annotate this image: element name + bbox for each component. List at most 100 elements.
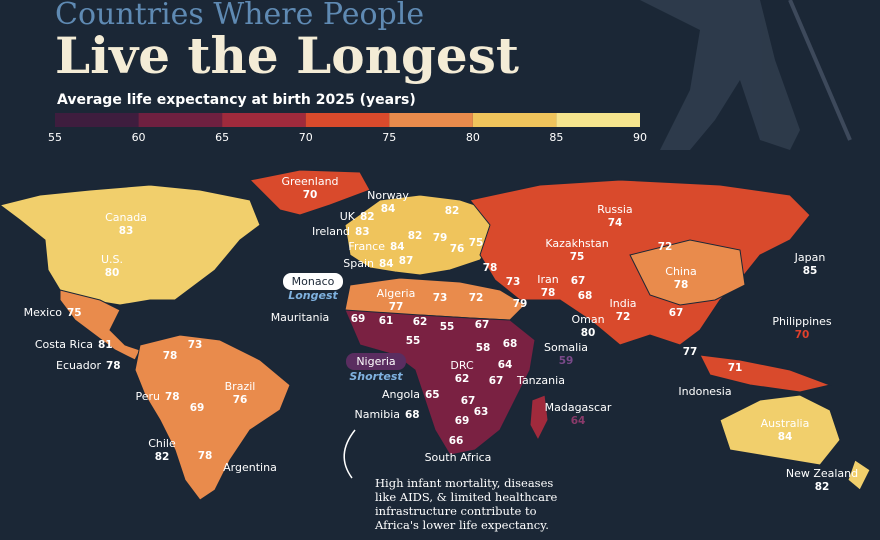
country-value: 79 bbox=[433, 232, 448, 244]
country-value: 70 bbox=[795, 329, 810, 341]
country-value: 66 bbox=[449, 435, 464, 447]
china bbox=[629, 239, 746, 306]
country-value: 75 bbox=[469, 237, 484, 249]
country-value: 55 bbox=[406, 335, 421, 347]
country-value: 64 bbox=[571, 415, 586, 427]
country-value: 82 bbox=[408, 230, 423, 242]
country-value: 82 bbox=[360, 211, 375, 223]
scale-tick-label: 70 bbox=[299, 131, 313, 144]
country-value: 83 bbox=[355, 226, 370, 238]
country-value: 83 bbox=[119, 225, 134, 237]
country-value: 67 bbox=[669, 307, 684, 319]
country-name: Japan bbox=[794, 251, 826, 264]
country-value: 67 bbox=[475, 319, 490, 331]
country-value: 59 bbox=[559, 355, 574, 367]
country-value: 77 bbox=[683, 346, 698, 358]
australia bbox=[719, 394, 841, 466]
madagascar bbox=[529, 394, 549, 442]
country-value: 82 bbox=[155, 451, 170, 463]
country-value: 70 bbox=[303, 189, 318, 201]
country-value: 69 bbox=[351, 313, 366, 325]
scale-segment bbox=[556, 113, 640, 127]
country-value: 77 bbox=[389, 301, 404, 313]
country-name: Canada bbox=[105, 211, 147, 224]
country-value: 73 bbox=[506, 276, 521, 288]
greenland bbox=[248, 169, 371, 216]
scale-tick-label: 90 bbox=[633, 131, 647, 144]
country-name: Brazil bbox=[225, 380, 256, 393]
country-name: India bbox=[610, 297, 637, 310]
country-name: Philippines bbox=[772, 315, 832, 328]
scale-segment bbox=[222, 113, 306, 127]
country-value: 67 bbox=[571, 275, 586, 287]
subtitle: Average life expectancy at birth 2025 (y… bbox=[57, 92, 416, 108]
country-value: 84 bbox=[381, 203, 396, 215]
country-value: 80 bbox=[105, 267, 120, 279]
country-value: 84 bbox=[778, 431, 793, 443]
longest-callout: Monaco Longest bbox=[283, 273, 343, 302]
southeast-asia bbox=[699, 354, 832, 393]
country-name: UK bbox=[340, 210, 356, 223]
title-line-2: Live the Longest bbox=[55, 26, 519, 85]
country-value: 72 bbox=[658, 241, 673, 253]
callout-tag: Longest bbox=[288, 289, 338, 302]
south-america bbox=[134, 334, 291, 501]
country-name: Peru bbox=[135, 390, 160, 403]
country-value: 62 bbox=[455, 373, 470, 385]
country-value: 71 bbox=[728, 362, 743, 374]
country-name: Algeria bbox=[377, 287, 416, 300]
scale-tick-label: 75 bbox=[382, 131, 396, 144]
note-line: like AIDS, & limited healthcare bbox=[375, 490, 557, 504]
note-line: Africa's lower life expectancy. bbox=[374, 518, 549, 532]
country-value: 74 bbox=[608, 217, 623, 229]
country-value: 73 bbox=[188, 339, 203, 351]
country-name: U.S. bbox=[101, 253, 123, 266]
callout-tag: Shortest bbox=[349, 370, 403, 383]
country-name: Russia bbox=[597, 203, 632, 216]
country-name: Spain bbox=[343, 257, 374, 270]
country-value: 76 bbox=[450, 243, 465, 255]
country-name: Somalia bbox=[544, 341, 588, 354]
country-value: 73 bbox=[433, 292, 448, 304]
country-value: 55 bbox=[440, 321, 455, 333]
country-name: South Africa bbox=[425, 451, 492, 464]
country-name: Indonesia bbox=[678, 385, 731, 398]
country-name: Ecuador bbox=[56, 359, 101, 372]
scale-segment bbox=[55, 113, 139, 127]
country-value: 81 bbox=[98, 339, 113, 351]
shortest-callout: Nigeria Shortest bbox=[346, 353, 406, 383]
country-name: Namibia bbox=[354, 408, 400, 421]
country-value: 84 bbox=[379, 258, 394, 270]
scale-tick-label: 80 bbox=[466, 131, 480, 144]
country-value: 78 bbox=[165, 391, 180, 403]
country-value: 75 bbox=[67, 307, 82, 319]
country-name: Iran bbox=[537, 273, 559, 286]
country-value: 69 bbox=[455, 415, 470, 427]
country-name: China bbox=[665, 265, 696, 278]
country-name: Mauritania bbox=[271, 311, 330, 324]
note-line: infrastructure contribute to bbox=[375, 504, 537, 518]
scale-segment bbox=[138, 113, 223, 127]
country-name: Mexico bbox=[24, 306, 63, 319]
country-value: 75 bbox=[570, 251, 585, 263]
country-name: Madagascar bbox=[545, 401, 612, 414]
color-scale: 55 60 65 70 75 80 85 90 bbox=[48, 113, 647, 144]
country-value: 78 bbox=[163, 350, 178, 362]
country-value: 82 bbox=[815, 481, 830, 493]
country-value: 72 bbox=[469, 292, 484, 304]
country-name: Costa Rica bbox=[35, 338, 93, 351]
scale-segment bbox=[305, 113, 390, 127]
country-value: 78 bbox=[541, 287, 556, 299]
country-value: 84 bbox=[390, 241, 405, 253]
country-name: Australia bbox=[761, 417, 810, 430]
callout-box bbox=[346, 353, 406, 370]
walker-figure bbox=[640, 0, 852, 150]
country-value: 80 bbox=[581, 327, 596, 339]
country-value: 82 bbox=[445, 205, 460, 217]
country-value: 58 bbox=[476, 342, 491, 354]
title-line-1: Countries Where People bbox=[55, 0, 424, 32]
scale-segment bbox=[472, 113, 557, 127]
